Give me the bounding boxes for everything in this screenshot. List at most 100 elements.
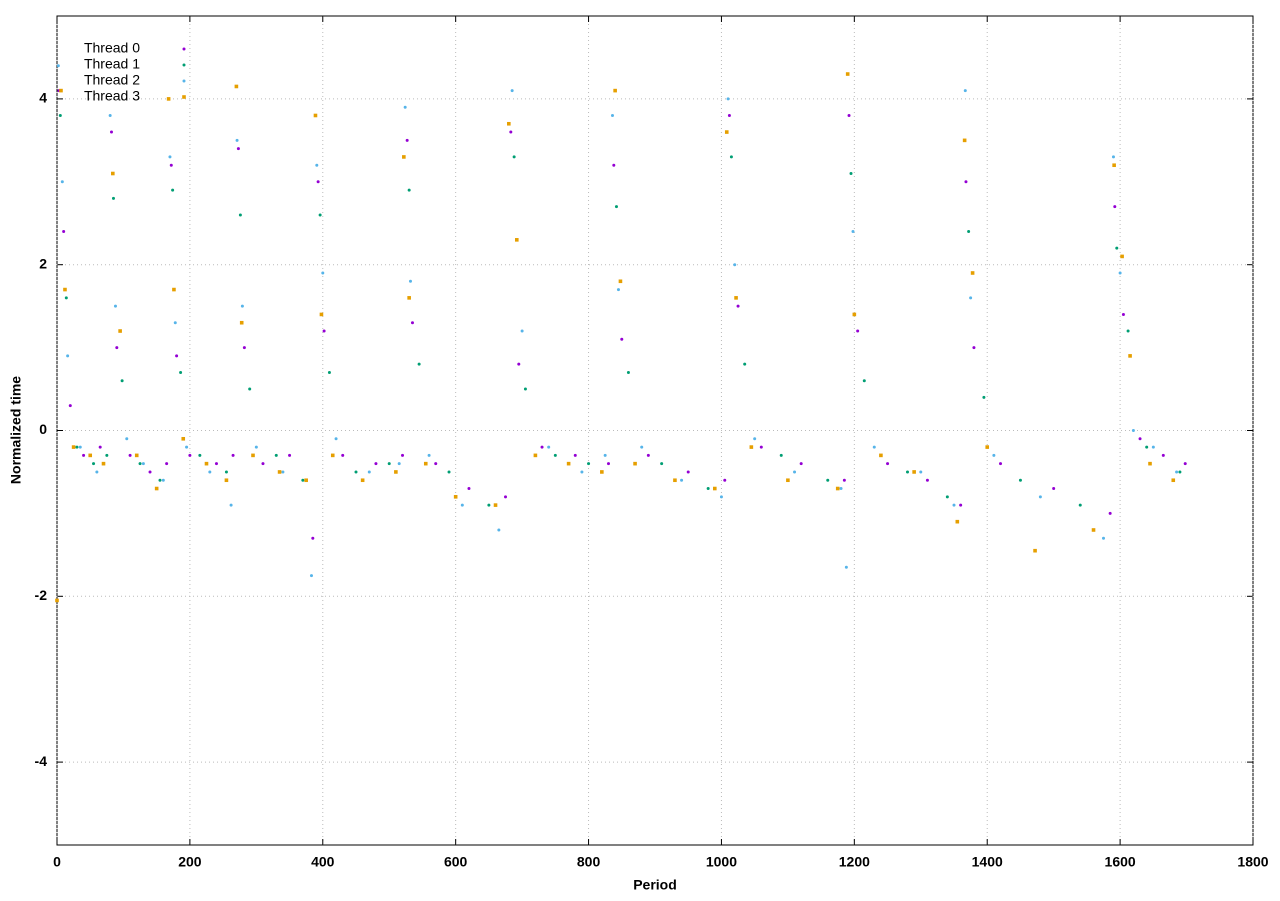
x-tick-label: 1400 xyxy=(972,854,1003,870)
point xyxy=(188,453,192,457)
point xyxy=(799,462,803,466)
x-tick-label: 400 xyxy=(311,854,335,870)
point xyxy=(985,445,990,449)
point xyxy=(277,470,282,474)
point xyxy=(999,462,1003,466)
point xyxy=(434,462,438,466)
point xyxy=(261,462,265,466)
point xyxy=(214,462,218,466)
point xyxy=(1115,246,1119,250)
point xyxy=(512,155,516,159)
point xyxy=(274,453,278,457)
point xyxy=(759,445,763,449)
point xyxy=(169,163,173,167)
legend-marker xyxy=(182,79,186,83)
point xyxy=(706,487,710,491)
point xyxy=(128,453,132,457)
x-tick-label: 1600 xyxy=(1105,854,1136,870)
point xyxy=(173,321,177,325)
point xyxy=(168,155,172,159)
point xyxy=(288,453,292,457)
point xyxy=(686,470,690,474)
point xyxy=(793,470,797,474)
legend-label: Thread 0 xyxy=(84,40,140,56)
point xyxy=(95,470,99,474)
point xyxy=(862,379,866,383)
point xyxy=(318,213,322,217)
legend-label: Thread 2 xyxy=(84,72,140,88)
point xyxy=(733,263,737,267)
point xyxy=(517,362,521,366)
point xyxy=(403,105,407,109)
point xyxy=(844,565,848,569)
point xyxy=(165,462,169,466)
point xyxy=(105,453,109,457)
point xyxy=(992,453,996,457)
point xyxy=(487,503,491,507)
point xyxy=(614,205,618,209)
point xyxy=(547,445,551,449)
point xyxy=(158,478,162,482)
point xyxy=(1018,478,1022,482)
x-tick-label: 600 xyxy=(444,854,468,870)
point xyxy=(115,346,119,350)
point xyxy=(852,312,857,317)
point xyxy=(179,370,183,374)
point xyxy=(497,528,501,532)
point xyxy=(98,445,102,449)
point xyxy=(224,470,228,474)
point xyxy=(734,296,738,300)
y-tick-label: 0 xyxy=(39,421,47,437)
point xyxy=(171,188,175,192)
point xyxy=(510,89,514,93)
point xyxy=(68,404,72,408)
point xyxy=(963,89,967,93)
point xyxy=(120,379,124,383)
point xyxy=(59,88,63,93)
point xyxy=(407,188,411,192)
point xyxy=(1033,548,1037,553)
point xyxy=(610,113,614,117)
point xyxy=(967,230,971,234)
point xyxy=(1078,503,1082,507)
point xyxy=(301,478,305,482)
point xyxy=(673,478,677,483)
point xyxy=(71,445,76,449)
point xyxy=(55,598,59,603)
point xyxy=(727,113,731,117)
point xyxy=(1113,205,1117,209)
point xyxy=(520,329,524,333)
point xyxy=(553,453,557,457)
point xyxy=(1102,536,1105,540)
x-tick-label: 1000 xyxy=(706,854,737,870)
point xyxy=(680,478,684,482)
point xyxy=(111,171,115,176)
point xyxy=(845,72,850,76)
point xyxy=(945,495,949,499)
point xyxy=(970,271,975,275)
point xyxy=(410,321,414,325)
y-tick-label: 2 xyxy=(39,255,47,271)
point xyxy=(101,461,106,466)
point xyxy=(447,470,451,474)
point xyxy=(1120,254,1124,259)
point xyxy=(839,487,843,491)
point xyxy=(1052,487,1056,491)
point xyxy=(242,346,246,350)
point xyxy=(319,312,324,317)
point xyxy=(879,453,883,458)
point xyxy=(856,329,860,333)
legend-marker xyxy=(182,63,186,67)
point xyxy=(786,478,790,483)
point xyxy=(1161,453,1165,457)
point xyxy=(1178,470,1182,474)
point xyxy=(982,395,986,399)
point xyxy=(63,287,67,292)
point xyxy=(972,346,976,350)
point xyxy=(254,445,258,449)
point xyxy=(154,486,159,491)
point xyxy=(374,462,378,466)
point xyxy=(322,329,326,333)
point xyxy=(640,445,644,449)
